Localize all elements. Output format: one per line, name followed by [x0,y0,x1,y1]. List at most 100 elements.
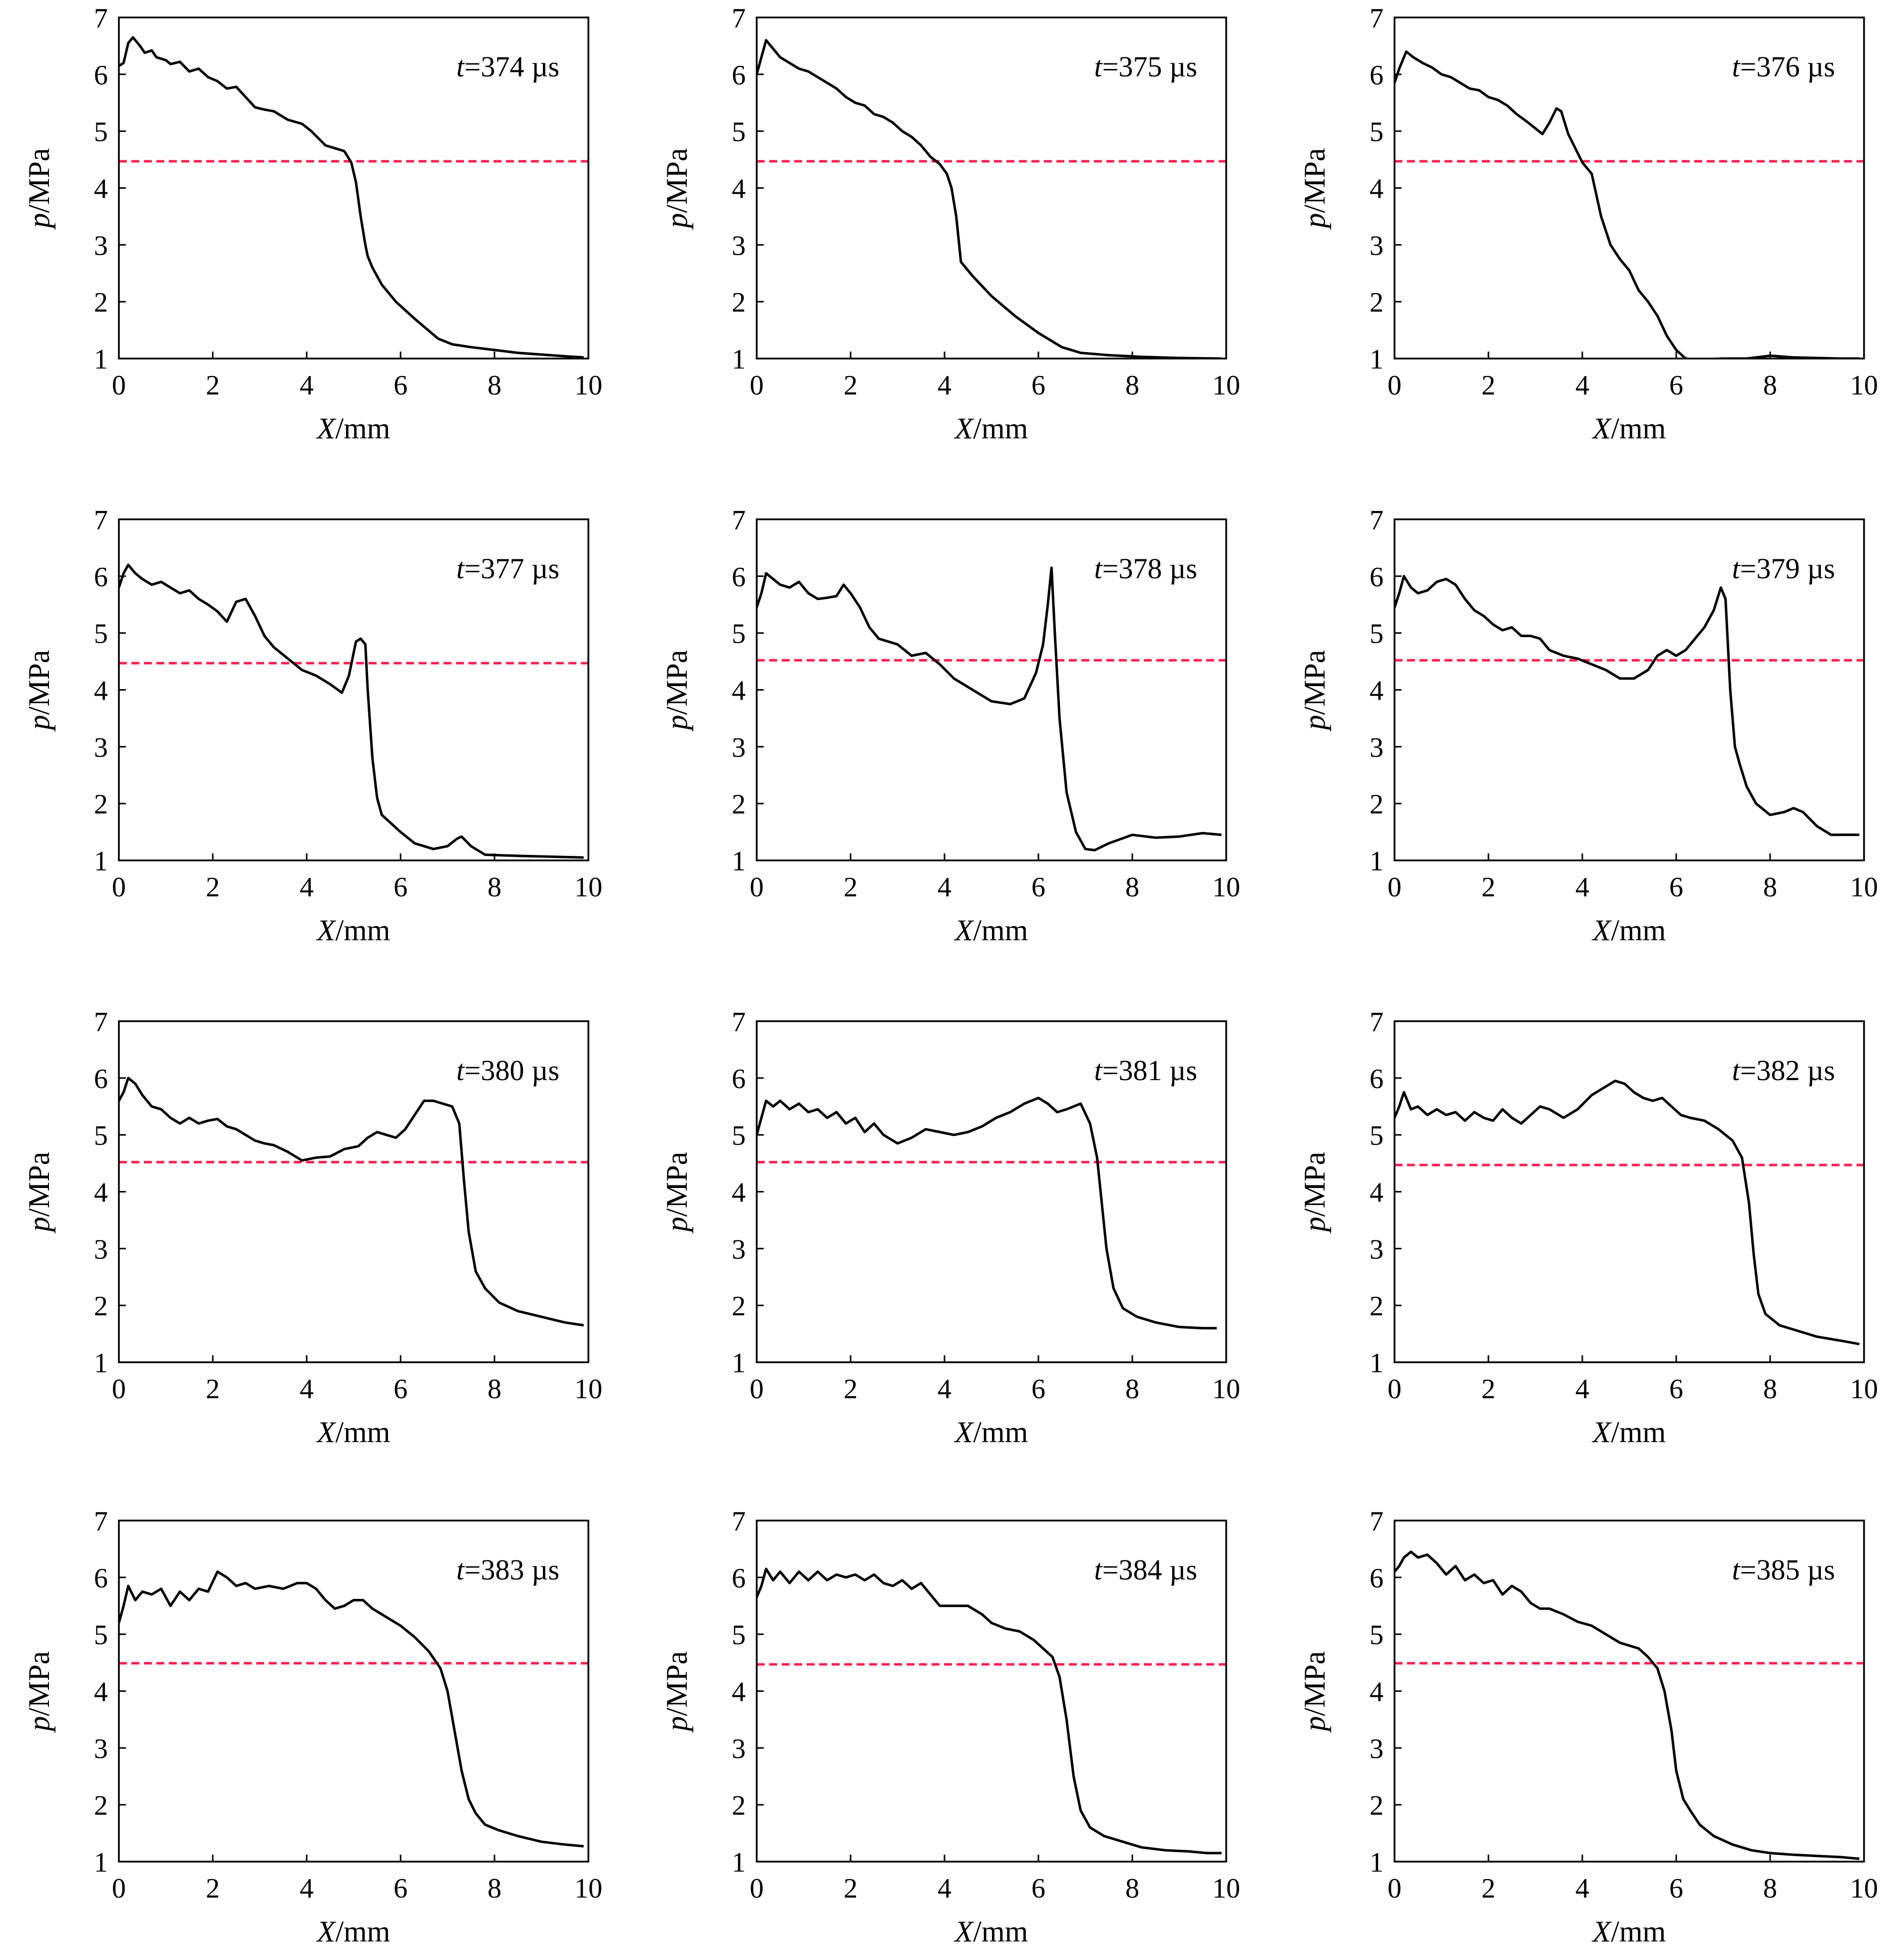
x-tick-label: 0 [750,1873,764,1904]
y-tick-label: 5 [94,1620,108,1651]
x-tick-label: 10 [1212,1374,1240,1405]
x-axis-label: X/mm [954,1416,1028,1449]
y-tick-label: 4 [94,1677,108,1708]
time-variable: t [1732,1554,1741,1586]
y-axis-label: p/MPa [1298,148,1331,230]
time-label: t=374 µs [457,50,559,83]
x-axis-unit: /mm [1611,412,1666,445]
y-tick-label: 2 [732,1790,746,1821]
y-tick-label: 1 [94,846,108,877]
y-tick-label: 2 [732,1291,746,1322]
y-tick-label: 6 [1370,60,1384,91]
y-axis-label: p/MPa [22,1152,55,1233]
time-variable: t [457,1554,466,1586]
y-tick-label: 3 [1370,1733,1384,1764]
x-axis-label: X/mm [954,1915,1028,1948]
x-tick-label: 4 [300,1873,314,1904]
y-tick-label: 2 [1370,1291,1384,1322]
y-axis-unit: /MPa [660,650,693,715]
x-tick-label: 8 [487,1873,501,1904]
y-axis-unit: /MPa [22,1651,55,1716]
y-tick-label: 5 [732,1620,746,1651]
y-tick-label: 6 [732,1064,746,1095]
y-tick-label: 1 [94,1847,108,1878]
x-tick-label: 10 [1850,1374,1878,1405]
y-tick-label: 4 [94,1177,108,1208]
x-axis-unit: /mm [973,412,1028,445]
y-tick-label: 4 [94,174,108,205]
x-tick-label: 2 [844,1873,858,1904]
y-tick-label: 2 [1370,1790,1384,1821]
x-tick-label: 6 [394,872,408,903]
y-tick-label: 2 [732,287,746,318]
time-variable: t [457,552,466,585]
y-axis-variable: p [1298,1716,1331,1733]
y-tick-label: 3 [94,732,108,763]
y-tick-label: 1 [1370,846,1384,877]
x-axis-unit: /mm [335,1416,390,1449]
x-tick-label: 4 [1575,1374,1589,1405]
pressure-curve [1395,50,1860,359]
y-tick-label: 7 [94,1007,108,1038]
y-tick-label: 1 [732,1847,746,1878]
x-axis-unit: /mm [335,1915,390,1948]
x-tick-label: 2 [1481,1873,1495,1904]
x-axis-unit: /mm [973,914,1028,947]
y-tick-label: 6 [1370,1064,1384,1095]
y-tick-label: 3 [732,1733,746,1764]
y-tick-label: 4 [1370,1177,1384,1208]
y-tick-label: 5 [732,117,746,148]
x-tick-label: 10 [1212,1873,1240,1904]
y-tick-label: 5 [1370,117,1384,148]
y-tick-label: 2 [94,1291,108,1322]
x-tick-label: 10 [1850,1873,1878,1904]
y-tick-label: 6 [94,562,108,593]
y-tick-label: 3 [732,732,746,763]
y-tick-label: 3 [1370,1234,1384,1265]
y-tick-label: 7 [94,3,108,34]
time-value: =375 µs [1102,50,1197,83]
y-tick-label: 5 [94,117,108,148]
x-tick-label: 2 [1481,872,1495,903]
y-tick-label: 2 [1370,287,1384,318]
pressure-curve [1395,1551,1860,1860]
x-tick-label: 4 [1575,1873,1589,1904]
time-label: t=383 µs [457,1554,559,1586]
time-value: =380 µs [465,1054,559,1087]
y-axis-label: p/MPa [660,1152,693,1233]
time-label: t=381 µs [1094,1054,1197,1087]
y-tick-label: 6 [732,60,746,91]
y-axis-variable: p [1298,715,1331,732]
time-variable: t [457,50,466,83]
x-tick-label: 8 [1763,1873,1777,1904]
x-tick-label: 10 [574,370,602,401]
x-tick-label: 4 [938,370,951,401]
y-tick-label: 4 [732,1177,746,1208]
y-tick-label: 1 [94,344,108,375]
x-tick-label: 4 [300,370,314,401]
y-tick-label: 2 [94,1790,108,1821]
x-tick-label: 6 [394,370,408,401]
time-value: =381 µs [1102,1054,1197,1087]
y-tick-label: 3 [94,1234,108,1265]
x-tick-label: 2 [206,1374,220,1405]
y-tick-label: 7 [1370,1007,1384,1038]
x-axis-label: X/mm [316,914,391,947]
y-tick-label: 7 [1370,505,1384,536]
x-tick-label: 0 [1388,1374,1402,1405]
x-tick-label: 4 [938,872,951,903]
y-axis-unit: /MPa [660,148,693,213]
pressure-curve [757,1568,1222,1855]
time-label: t=377 µs [457,552,559,585]
y-axis-variable: p [1298,1217,1331,1234]
y-tick-label: 4 [94,676,108,707]
x-axis-label: X/mm [954,914,1028,947]
x-tick-label: 2 [206,1873,220,1904]
y-axis-label: p/MPa [22,1651,55,1733]
x-axis-variable: X [954,412,974,445]
